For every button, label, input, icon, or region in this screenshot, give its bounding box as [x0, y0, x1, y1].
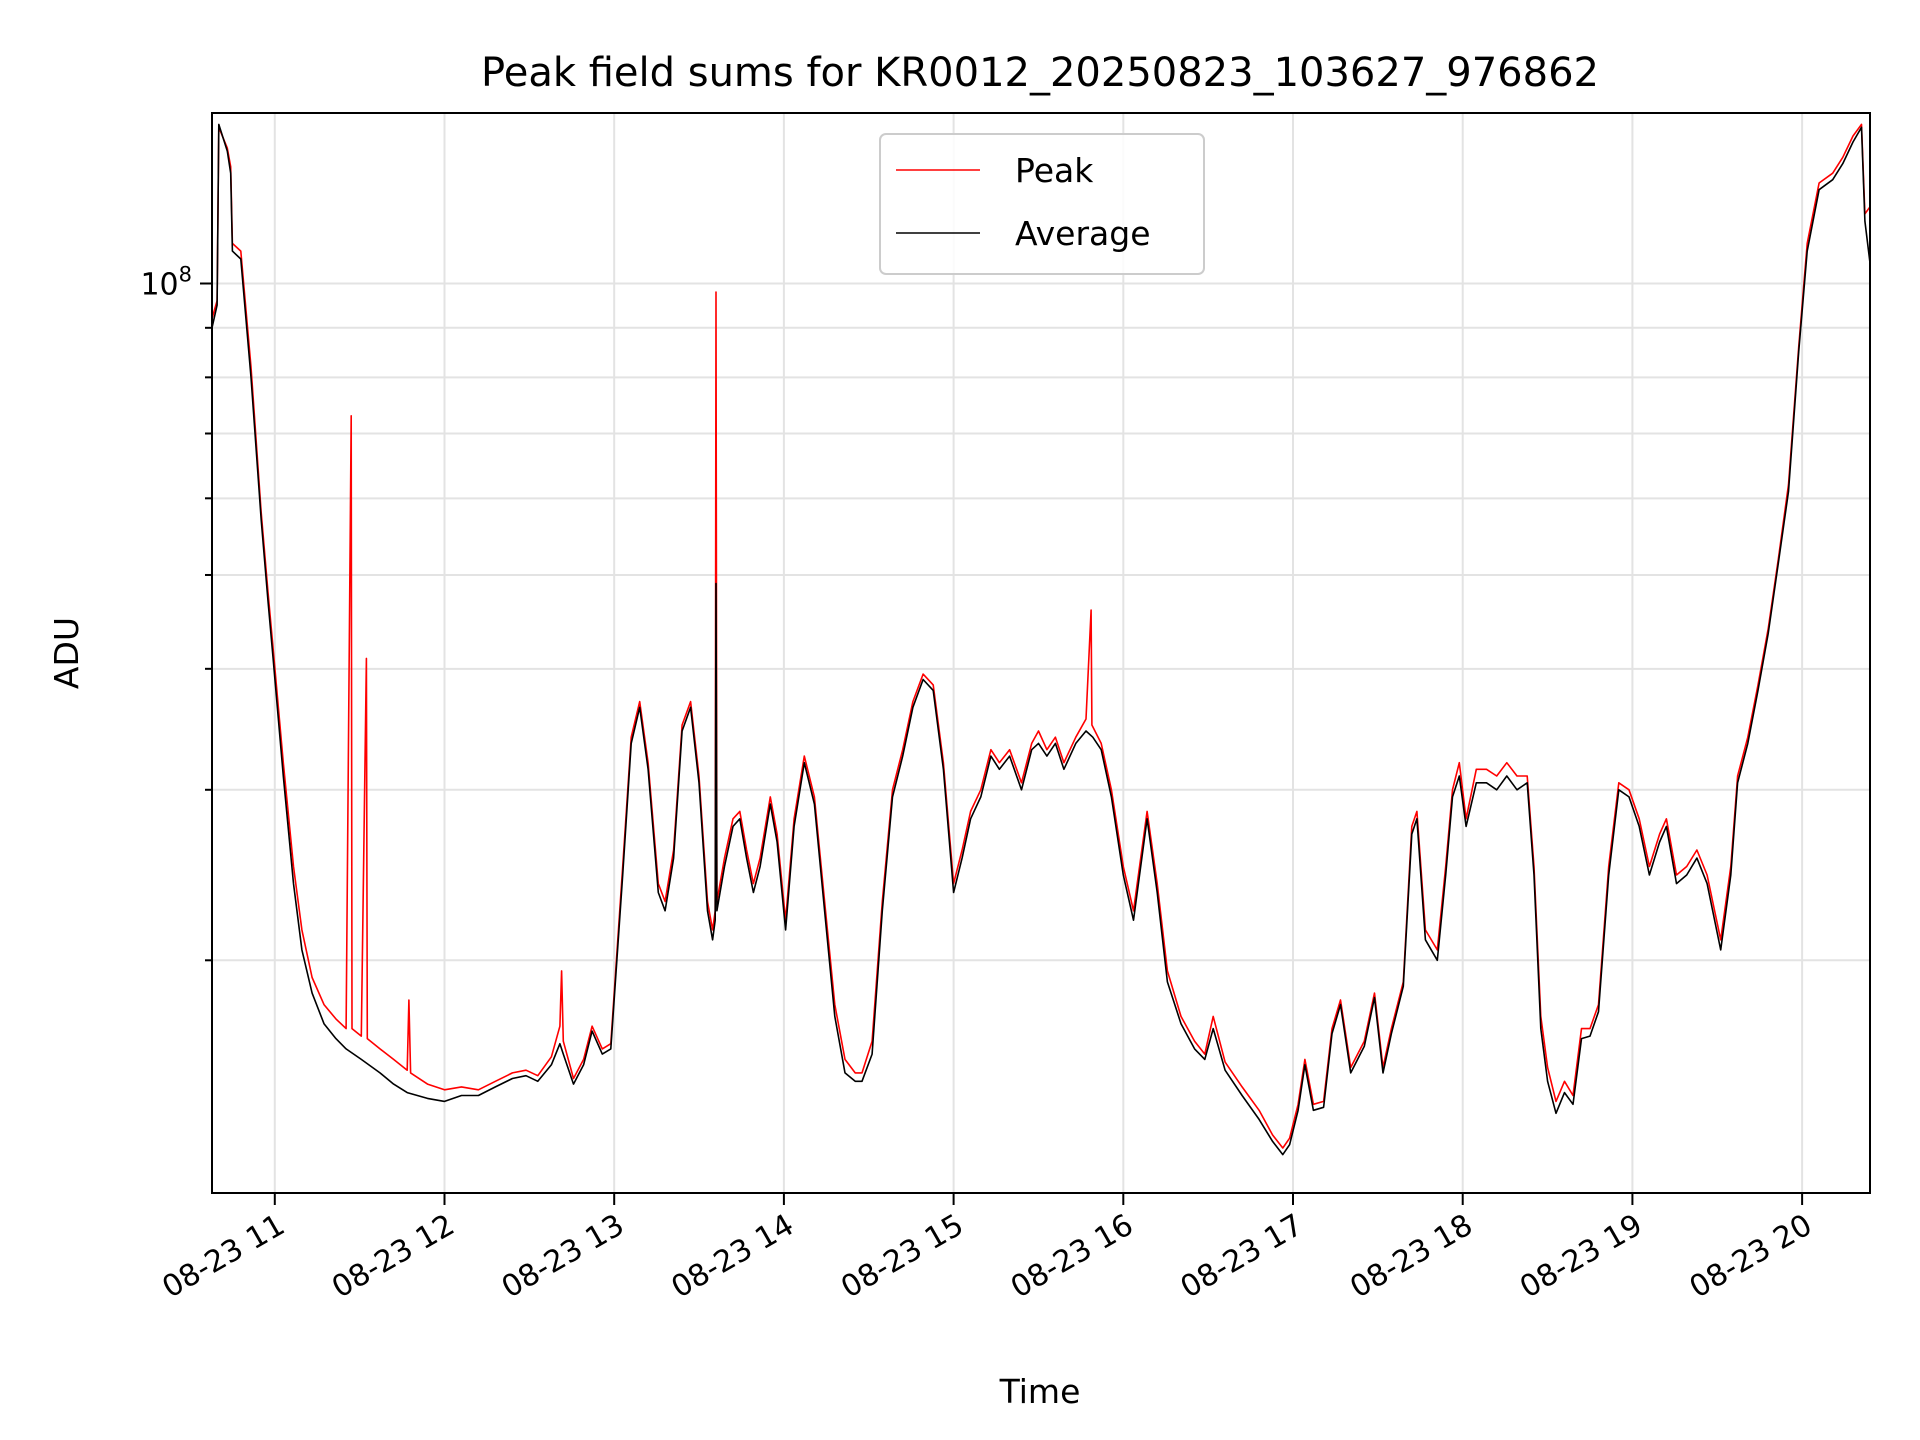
y-tick-label: 108 — [140, 263, 192, 303]
y-axis-title: ADU — [47, 617, 86, 689]
y-axis: 108 — [140, 263, 212, 962]
chart-title: Peak field sums for KR0012_20250823_1036… — [481, 50, 1599, 96]
x-axis-title: Time — [999, 1372, 1081, 1411]
legend-box — [879, 133, 1205, 275]
legend: Peak Average — [879, 133, 1205, 275]
legend-label-peak: Peak — [1015, 151, 1094, 190]
legend-label-average: Average — [1015, 214, 1151, 253]
plot-frame — [211, 112, 1871, 1194]
series-layer — [212, 123, 1870, 1156]
x-grid — [273, 113, 1804, 1193]
series-line-average — [212, 123, 1870, 1156]
series-line-peak — [212, 123, 1870, 1149]
y-grid — [212, 282, 1870, 962]
